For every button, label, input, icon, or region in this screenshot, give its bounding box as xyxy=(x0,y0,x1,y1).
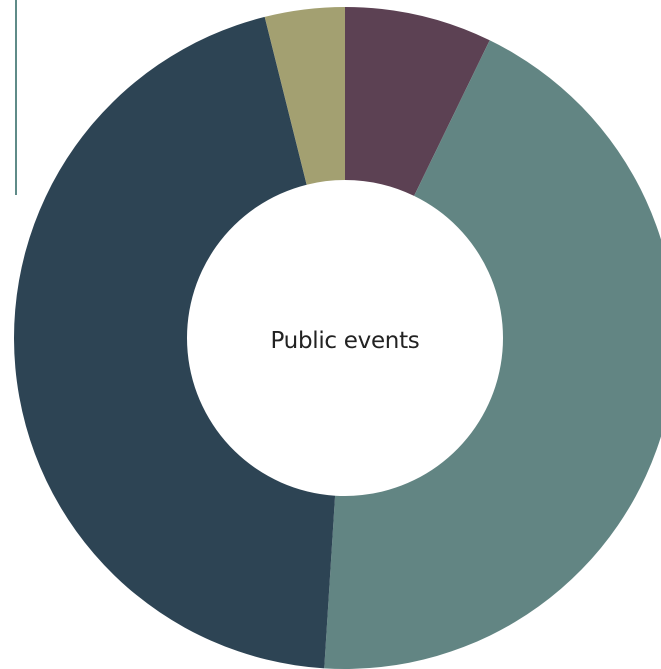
accent-rule xyxy=(15,0,17,195)
donut-slice-4 xyxy=(264,7,345,185)
donut-slice-1 xyxy=(345,7,490,196)
donut-slice-2 xyxy=(324,40,661,669)
donut-center-label: Public events xyxy=(271,328,420,354)
donut-slice-3 xyxy=(13,16,336,669)
donut-slices xyxy=(13,7,661,669)
